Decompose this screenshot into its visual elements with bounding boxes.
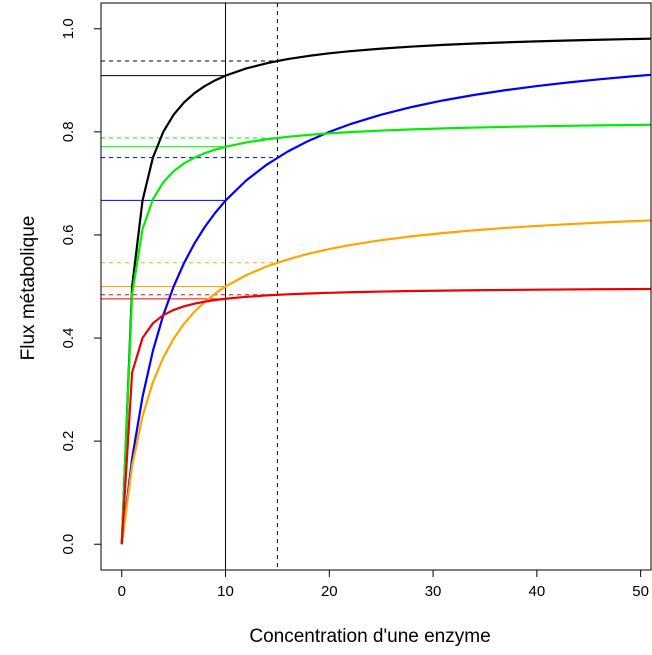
y-tick-label: 0.4 bbox=[60, 328, 77, 349]
axes: 0 10 20 30 40 50 0.0 0.2 0.4 0.6 0.8 1.0 bbox=[60, 2, 652, 600]
reference-lines bbox=[101, 3, 278, 570]
y-tick-label: 0.6 bbox=[60, 225, 77, 246]
y-tick-label: 0.2 bbox=[60, 431, 77, 452]
y-tick-label: 0.8 bbox=[60, 121, 77, 142]
series-line bbox=[120, 37, 652, 545]
x-tick-label: 40 bbox=[529, 583, 546, 600]
y-tick-label: 0.0 bbox=[60, 534, 77, 555]
plot-frame bbox=[100, 2, 652, 571]
x-tick-label: 20 bbox=[321, 583, 338, 600]
x-tick-label: 10 bbox=[217, 583, 234, 600]
series-line bbox=[120, 287, 652, 545]
x-tick-label: 50 bbox=[632, 583, 649, 600]
series-line bbox=[120, 219, 652, 545]
series-lines bbox=[120, 37, 652, 545]
series-line bbox=[120, 73, 652, 545]
x-axis-title: Concentration d'une enzyme bbox=[249, 626, 490, 647]
y-tick-label: 1.0 bbox=[60, 18, 77, 39]
x-tick-label: 30 bbox=[425, 583, 442, 600]
y-axis-title: Flux métabolique bbox=[18, 216, 39, 361]
x-tick-label: 0 bbox=[118, 583, 126, 600]
series-line bbox=[120, 123, 652, 545]
